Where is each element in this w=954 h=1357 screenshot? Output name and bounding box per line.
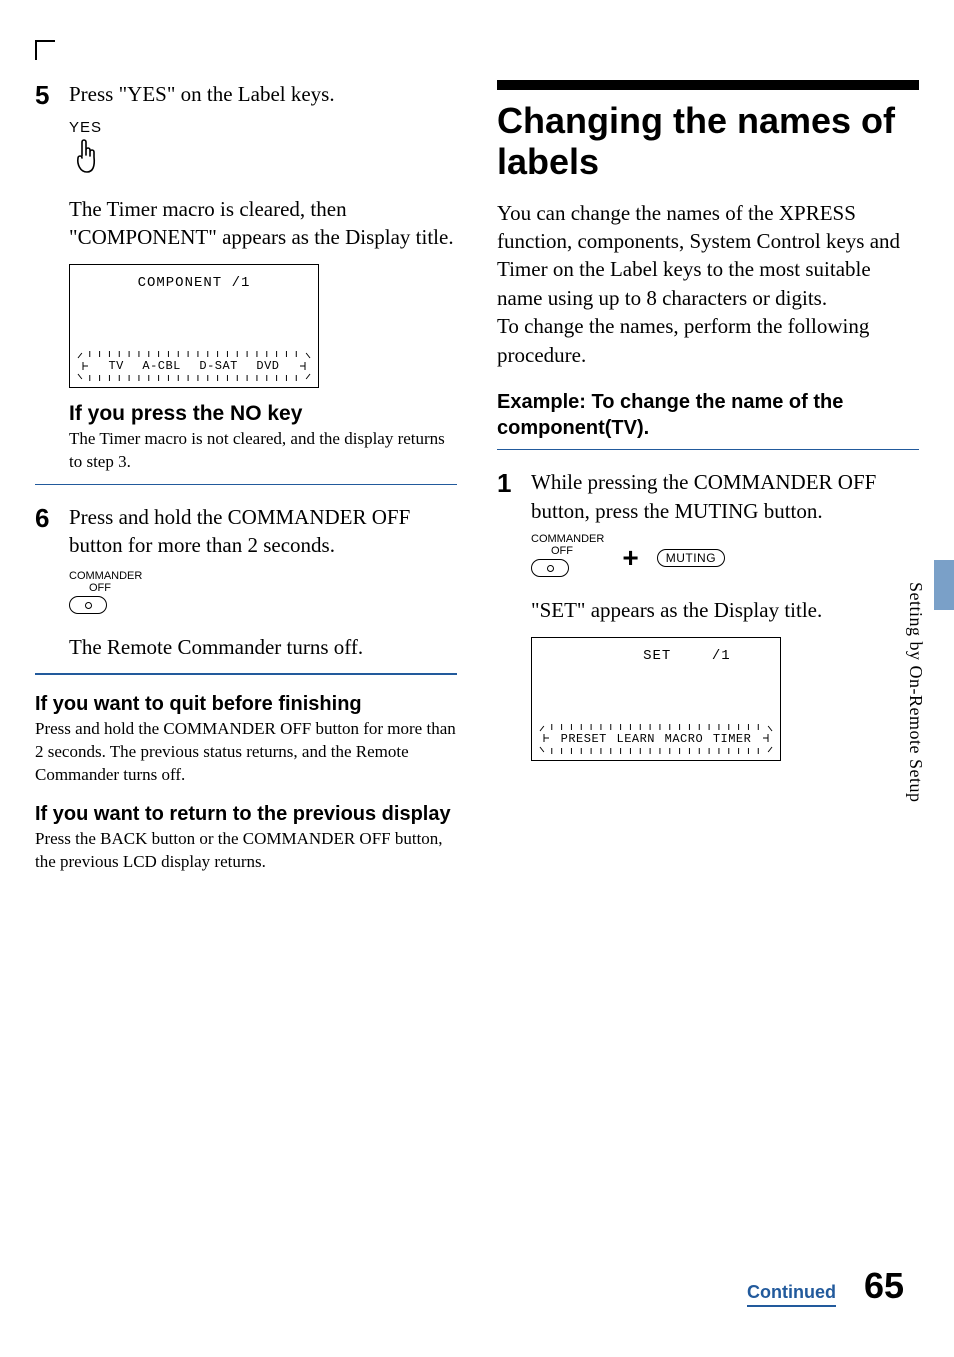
commander-label-2: OFF xyxy=(531,545,604,557)
lcd-tab: DVD xyxy=(256,359,279,373)
lcd-tab xyxy=(298,359,308,373)
yes-key-label: YES xyxy=(69,119,457,136)
lcd-display-set: SET /1 PRESET LEARN MACRO TIMER xyxy=(531,637,781,761)
page-number: 65 xyxy=(864,1265,904,1307)
lcd-tab: TV xyxy=(108,359,123,373)
step-5-text: Press "YES" on the Label keys. xyxy=(69,80,457,111)
separator-rule xyxy=(35,484,457,486)
crop-mark xyxy=(35,40,55,60)
lcd-tab xyxy=(761,732,770,746)
separator-rule xyxy=(35,673,457,675)
step-6-text: Press and hold the COMMANDER OFF button … xyxy=(69,503,457,560)
section-tab xyxy=(934,560,954,610)
lcd-tab: PRESET xyxy=(561,732,607,746)
commander-label-1: COMMANDER xyxy=(531,533,604,545)
lcd-ticks-bottom xyxy=(76,373,312,381)
lcd-tab: D-SAT xyxy=(199,359,238,373)
lcd-tab: LEARN xyxy=(617,732,656,746)
lcd-ticks-top xyxy=(538,724,774,732)
lcd-ticks-bottom xyxy=(538,746,774,754)
separator-rule xyxy=(497,449,919,451)
step-1-result: "SET" appears as the Display title. xyxy=(531,596,919,624)
quit-heading: If you want to quit before finishing xyxy=(35,693,457,716)
lcd-tab xyxy=(80,359,90,373)
right-column: Changing the names of labels You can cha… xyxy=(497,80,919,874)
touch-hand-icon xyxy=(69,138,457,181)
plus-icon: + xyxy=(622,542,638,574)
commander-label-2: OFF xyxy=(69,582,457,594)
commander-off-button-icon xyxy=(69,596,107,614)
step-1-text: While pressing the COMMANDER OFF button,… xyxy=(531,468,919,525)
commander-label-1: COMMANDER xyxy=(69,570,457,582)
lcd-tab: MACRO xyxy=(665,732,704,746)
step-5-result: The Timer macro is cleared, then "COMPON… xyxy=(69,195,457,252)
example-heading: Example: To change the name of the compo… xyxy=(497,389,919,441)
muting-button-icon: MUTING xyxy=(657,549,725,567)
lcd-ticks-top xyxy=(76,351,312,359)
step-number-6: 6 xyxy=(35,503,63,560)
section-bar xyxy=(497,80,919,90)
return-text: Press the BACK button or the COMMANDER O… xyxy=(35,828,457,874)
step-6-result: The Remote Commander turns off. xyxy=(69,633,457,661)
section-label: Setting by On-Remote Setup xyxy=(905,582,926,802)
no-key-text: The Timer macro is not cleared, and the … xyxy=(69,428,457,474)
step-number-5: 5 xyxy=(35,80,63,111)
lcd-tab: A-CBL xyxy=(142,359,181,373)
lcd-tab xyxy=(542,732,551,746)
step-number-1: 1 xyxy=(497,468,525,525)
section-title: Changing the names of labels xyxy=(497,100,919,183)
left-column: 5 Press "YES" on the Label keys. YES The… xyxy=(35,80,457,874)
no-key-heading: If you press the NO key xyxy=(69,402,457,426)
quit-text: Press and hold the COMMANDER OFF button … xyxy=(35,718,457,787)
commander-off-button-icon xyxy=(531,559,569,577)
lcd-title: COMPONENT /1 xyxy=(78,275,310,291)
lcd-tab: TIMER xyxy=(713,732,752,746)
continued-label: Continued xyxy=(747,1282,836,1307)
return-heading: If you want to return to the previous di… xyxy=(35,803,457,826)
lcd-title: SET /1 xyxy=(540,648,772,664)
section-intro: You can change the names of the XPRESS f… xyxy=(497,199,919,369)
lcd-display-component: COMPONENT /1 TV A-CBL D-SAT DVD xyxy=(69,264,319,388)
